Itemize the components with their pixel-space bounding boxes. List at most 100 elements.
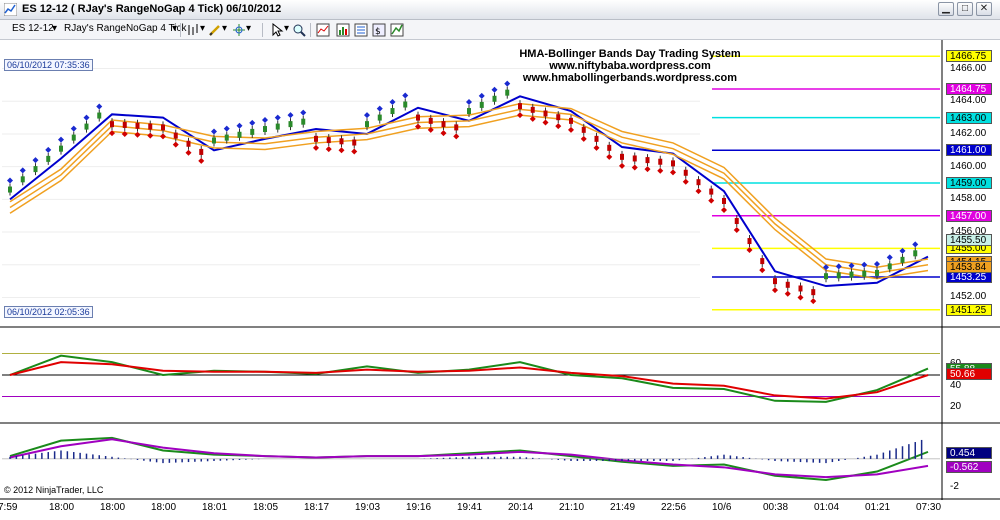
buy-signal-marker xyxy=(249,119,256,126)
price-bar-body xyxy=(33,166,38,173)
instrument-selector[interactable]: ES 12-12 xyxy=(12,23,54,34)
sell-signal-marker xyxy=(695,188,702,195)
price-bar-body xyxy=(492,95,497,102)
sell-signal-marker xyxy=(198,157,205,164)
properties-icon[interactable] xyxy=(354,23,368,37)
level-price-tag: 1457.00 xyxy=(946,209,992,222)
buy-signal-marker xyxy=(32,157,39,164)
sell-signal-marker xyxy=(517,112,523,119)
price-axis-tick: 40 xyxy=(950,379,962,391)
sell-signal-marker xyxy=(644,166,651,173)
price-bar-body xyxy=(479,101,484,108)
time-axis-tick: 7:59 xyxy=(0,502,18,513)
chart-trader-icon[interactable] xyxy=(390,23,404,37)
price-bar-body xyxy=(314,135,318,142)
bartype-dropdown-icon[interactable]: ▾ xyxy=(172,23,178,34)
price-bar-body xyxy=(199,148,204,155)
sell-signal-marker xyxy=(427,126,434,133)
price-bar-body xyxy=(709,188,714,195)
sell-signal-marker xyxy=(415,123,421,130)
pencil-dropdown-icon[interactable]: ▾ xyxy=(222,23,228,34)
time-axis-tick: 10/6 xyxy=(712,502,732,513)
bar-type-icon[interactable] xyxy=(186,23,200,37)
strategy-icon[interactable] xyxy=(336,23,350,37)
price-axis-tick: 1452.00 xyxy=(950,291,987,303)
price-bar-body xyxy=(390,108,395,115)
zoom-icon[interactable] xyxy=(292,23,306,37)
sell-signal-marker xyxy=(657,167,664,174)
crosshair-icon[interactable] xyxy=(232,23,246,37)
level-price-tag: 1464.75 xyxy=(946,82,992,95)
instrument-dropdown-icon[interactable]: ▾ xyxy=(52,23,58,34)
sell-signal-marker xyxy=(555,123,562,130)
chart-area[interactable] xyxy=(0,40,1000,520)
sell-signal-marker xyxy=(160,133,166,140)
time-axis-tick: 18:00 xyxy=(49,502,75,513)
sell-signal-marker xyxy=(529,115,536,122)
buy-signal-marker xyxy=(96,103,103,110)
time-axis-tick: 01:21 xyxy=(865,502,891,513)
buy-signal-marker xyxy=(848,262,855,269)
price-bar-body xyxy=(403,101,408,108)
price-bar-body xyxy=(887,263,892,270)
time-axis-tick: 18:00 xyxy=(100,502,126,513)
price-bar-body xyxy=(135,122,140,129)
sell-signal-marker xyxy=(721,206,727,213)
website-link-2: www.hmabollingerbands.wordpress.com xyxy=(522,72,738,84)
maximize-button[interactable]: □ xyxy=(957,2,973,16)
bartype-selector[interactable]: RJay's RangeNoGap 4 Tick xyxy=(64,23,187,34)
sell-signal-marker xyxy=(733,227,740,234)
time-axis-tick: 18:01 xyxy=(202,502,228,513)
buy-signal-marker xyxy=(402,92,409,99)
time-axis-tick: 18:00 xyxy=(151,502,177,513)
price-bar-body xyxy=(620,153,624,160)
minimize-button[interactable]: ▁ xyxy=(938,2,954,16)
datetime-top: 06/10/2012 07:35:36 xyxy=(4,59,93,71)
price-bar-body xyxy=(875,269,879,276)
sell-signal-marker xyxy=(121,130,128,137)
website-link-1: www.niftybaba.wordpress.com xyxy=(549,60,711,72)
price-bar-body xyxy=(773,278,777,285)
price-bar-body xyxy=(722,197,726,204)
price-bar-body xyxy=(237,131,242,138)
sell-signal-marker xyxy=(580,135,587,142)
buy-signal-marker xyxy=(287,112,294,119)
price-bar-body xyxy=(760,258,765,265)
price-bar-body xyxy=(632,155,637,162)
bar-type-dropdown-icon[interactable]: ▾ xyxy=(200,23,206,34)
sell-signal-marker xyxy=(172,141,179,148)
sell-signal-marker xyxy=(109,130,115,137)
sell-signal-marker xyxy=(784,290,791,297)
pointer-icon[interactable] xyxy=(270,23,284,37)
price-bar-body xyxy=(543,110,548,117)
price-bar-body xyxy=(352,139,357,146)
maximize-icon: □ xyxy=(961,3,969,14)
crosshair-dropdown-icon[interactable]: ▾ xyxy=(246,23,252,34)
buy-signal-marker xyxy=(823,264,829,271)
close-icon: ✕ xyxy=(979,3,989,14)
copyright: © 2012 NinjaTrader, LLC xyxy=(4,485,104,495)
current-value-tag: -0.562 xyxy=(946,460,992,473)
sell-signal-marker xyxy=(351,148,358,155)
data-box-icon[interactable]: $ xyxy=(372,23,386,37)
price-bar-body xyxy=(900,256,905,263)
pointer-dropdown-icon[interactable]: ▾ xyxy=(284,23,290,34)
pencil-icon[interactable] xyxy=(208,23,222,37)
current-value-tag: 50.66 xyxy=(946,368,992,381)
sell-signal-marker xyxy=(670,169,676,176)
window-title: ES 12-12 ( RJay's RangeNoGap 4 Tick) 06/… xyxy=(22,3,282,15)
price-bar-body xyxy=(71,134,76,141)
time-axis-tick: 07:30 xyxy=(916,502,942,513)
time-axis-tick: 18:17 xyxy=(304,502,330,513)
price-axis-tick: 20 xyxy=(950,401,962,413)
price-bar-body xyxy=(224,134,229,141)
indicator-icon[interactable] xyxy=(316,23,330,37)
sell-signal-marker xyxy=(338,147,345,154)
sell-signal-marker xyxy=(708,197,715,204)
price-bar-body xyxy=(556,114,561,121)
close-button[interactable]: ✕ xyxy=(976,2,992,16)
time-axis-tick: 18:05 xyxy=(253,502,279,513)
price-bar-body xyxy=(811,289,816,296)
price-axis-tick: 1456.00 xyxy=(950,226,987,238)
price-bar-body xyxy=(212,137,216,144)
